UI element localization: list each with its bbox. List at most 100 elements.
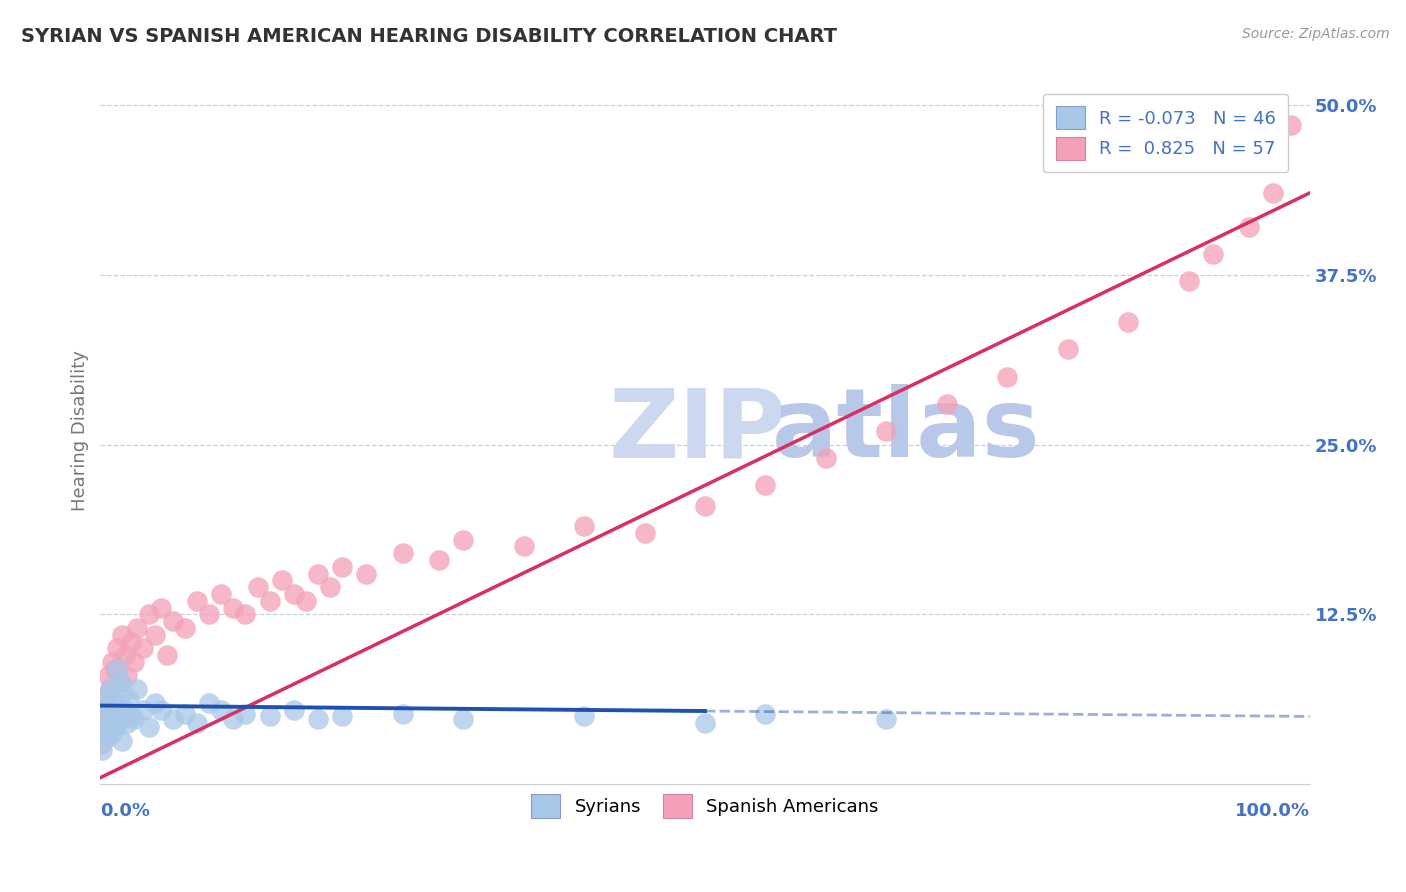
Point [995,369,1018,384]
Point [115,668,138,682]
Y-axis label: Hearing Disability: Hearing Disability [72,351,89,511]
Point [101,725,124,739]
Point [105,662,128,676]
Point [108,675,131,690]
Point [143,628,166,642]
Point [693,716,716,731]
Point [259,594,281,608]
Point [330,560,353,574]
Point [1116,315,1139,329]
Point [143,696,166,710]
Legend: Syrians, Spanish Americans: Syrians, Spanish Americans [524,788,886,825]
Point [105,641,128,656]
Point [186,716,208,731]
Point [1263,186,1285,200]
Point [259,709,281,723]
Point [138,607,160,622]
Point [97,668,120,682]
Point [186,594,208,608]
Point [96,703,118,717]
Point [235,706,257,721]
Point [1237,219,1260,234]
Point [94,689,117,703]
Point [295,594,318,608]
Point [209,703,232,717]
Point [451,533,474,547]
Point [104,703,127,717]
Point [307,566,329,581]
Point [283,587,305,601]
Text: Source: ZipAtlas.com: Source: ZipAtlas.com [1241,27,1389,41]
Point [111,628,134,642]
Point [91,725,114,739]
Point [118,693,141,707]
Point [198,607,221,622]
Point [94,723,117,737]
Point [156,648,179,663]
Point [110,675,132,690]
Point [270,574,292,588]
Point [101,655,124,669]
Text: atlas: atlas [772,384,1040,477]
Point [814,451,837,466]
Point [875,712,897,726]
Point [149,600,172,615]
Point [209,587,232,601]
Point [107,709,129,723]
Point [1202,247,1225,261]
Point [319,580,342,594]
Point [162,614,184,628]
Point [391,546,413,560]
Point [91,709,114,723]
Point [222,600,245,615]
Point [103,696,125,710]
Point [131,703,153,717]
Point [111,734,134,748]
Point [754,478,776,492]
Point [114,703,136,717]
Point [108,712,131,726]
Point [114,648,136,663]
Point [283,703,305,717]
Point [451,712,474,726]
Text: 0.0%: 0.0% [100,802,150,821]
Point [162,712,184,726]
Point [122,655,145,669]
Point [97,730,120,744]
Point [693,499,716,513]
Point [330,709,353,723]
Point [121,709,143,723]
Point [105,720,128,734]
Text: 100.0%: 100.0% [1234,802,1309,821]
Point [754,706,776,721]
Point [935,397,957,411]
Point [1056,343,1078,357]
Point [112,685,135,699]
Point [512,540,534,554]
Point [633,525,655,540]
Point [572,519,595,533]
Point [1281,118,1303,132]
Point [391,706,413,721]
Point [98,716,121,731]
Point [122,712,145,726]
Point [222,712,245,726]
Point [104,662,127,676]
Point [198,696,221,710]
Point [572,709,595,723]
Point [174,706,197,721]
Point [96,689,118,703]
Point [875,424,897,438]
Point [100,680,122,694]
Point [174,621,197,635]
Point [93,706,115,721]
Text: SYRIAN VS SPANISH AMERICAN HEARING DISABILITY CORRELATION CHART: SYRIAN VS SPANISH AMERICAN HEARING DISAB… [21,27,837,45]
Point [131,641,153,656]
Point [235,607,257,622]
Text: ZIP: ZIP [609,384,786,477]
Point [356,566,378,581]
Point [90,737,112,751]
Point [246,580,269,594]
Point [125,621,148,635]
Point [138,720,160,734]
